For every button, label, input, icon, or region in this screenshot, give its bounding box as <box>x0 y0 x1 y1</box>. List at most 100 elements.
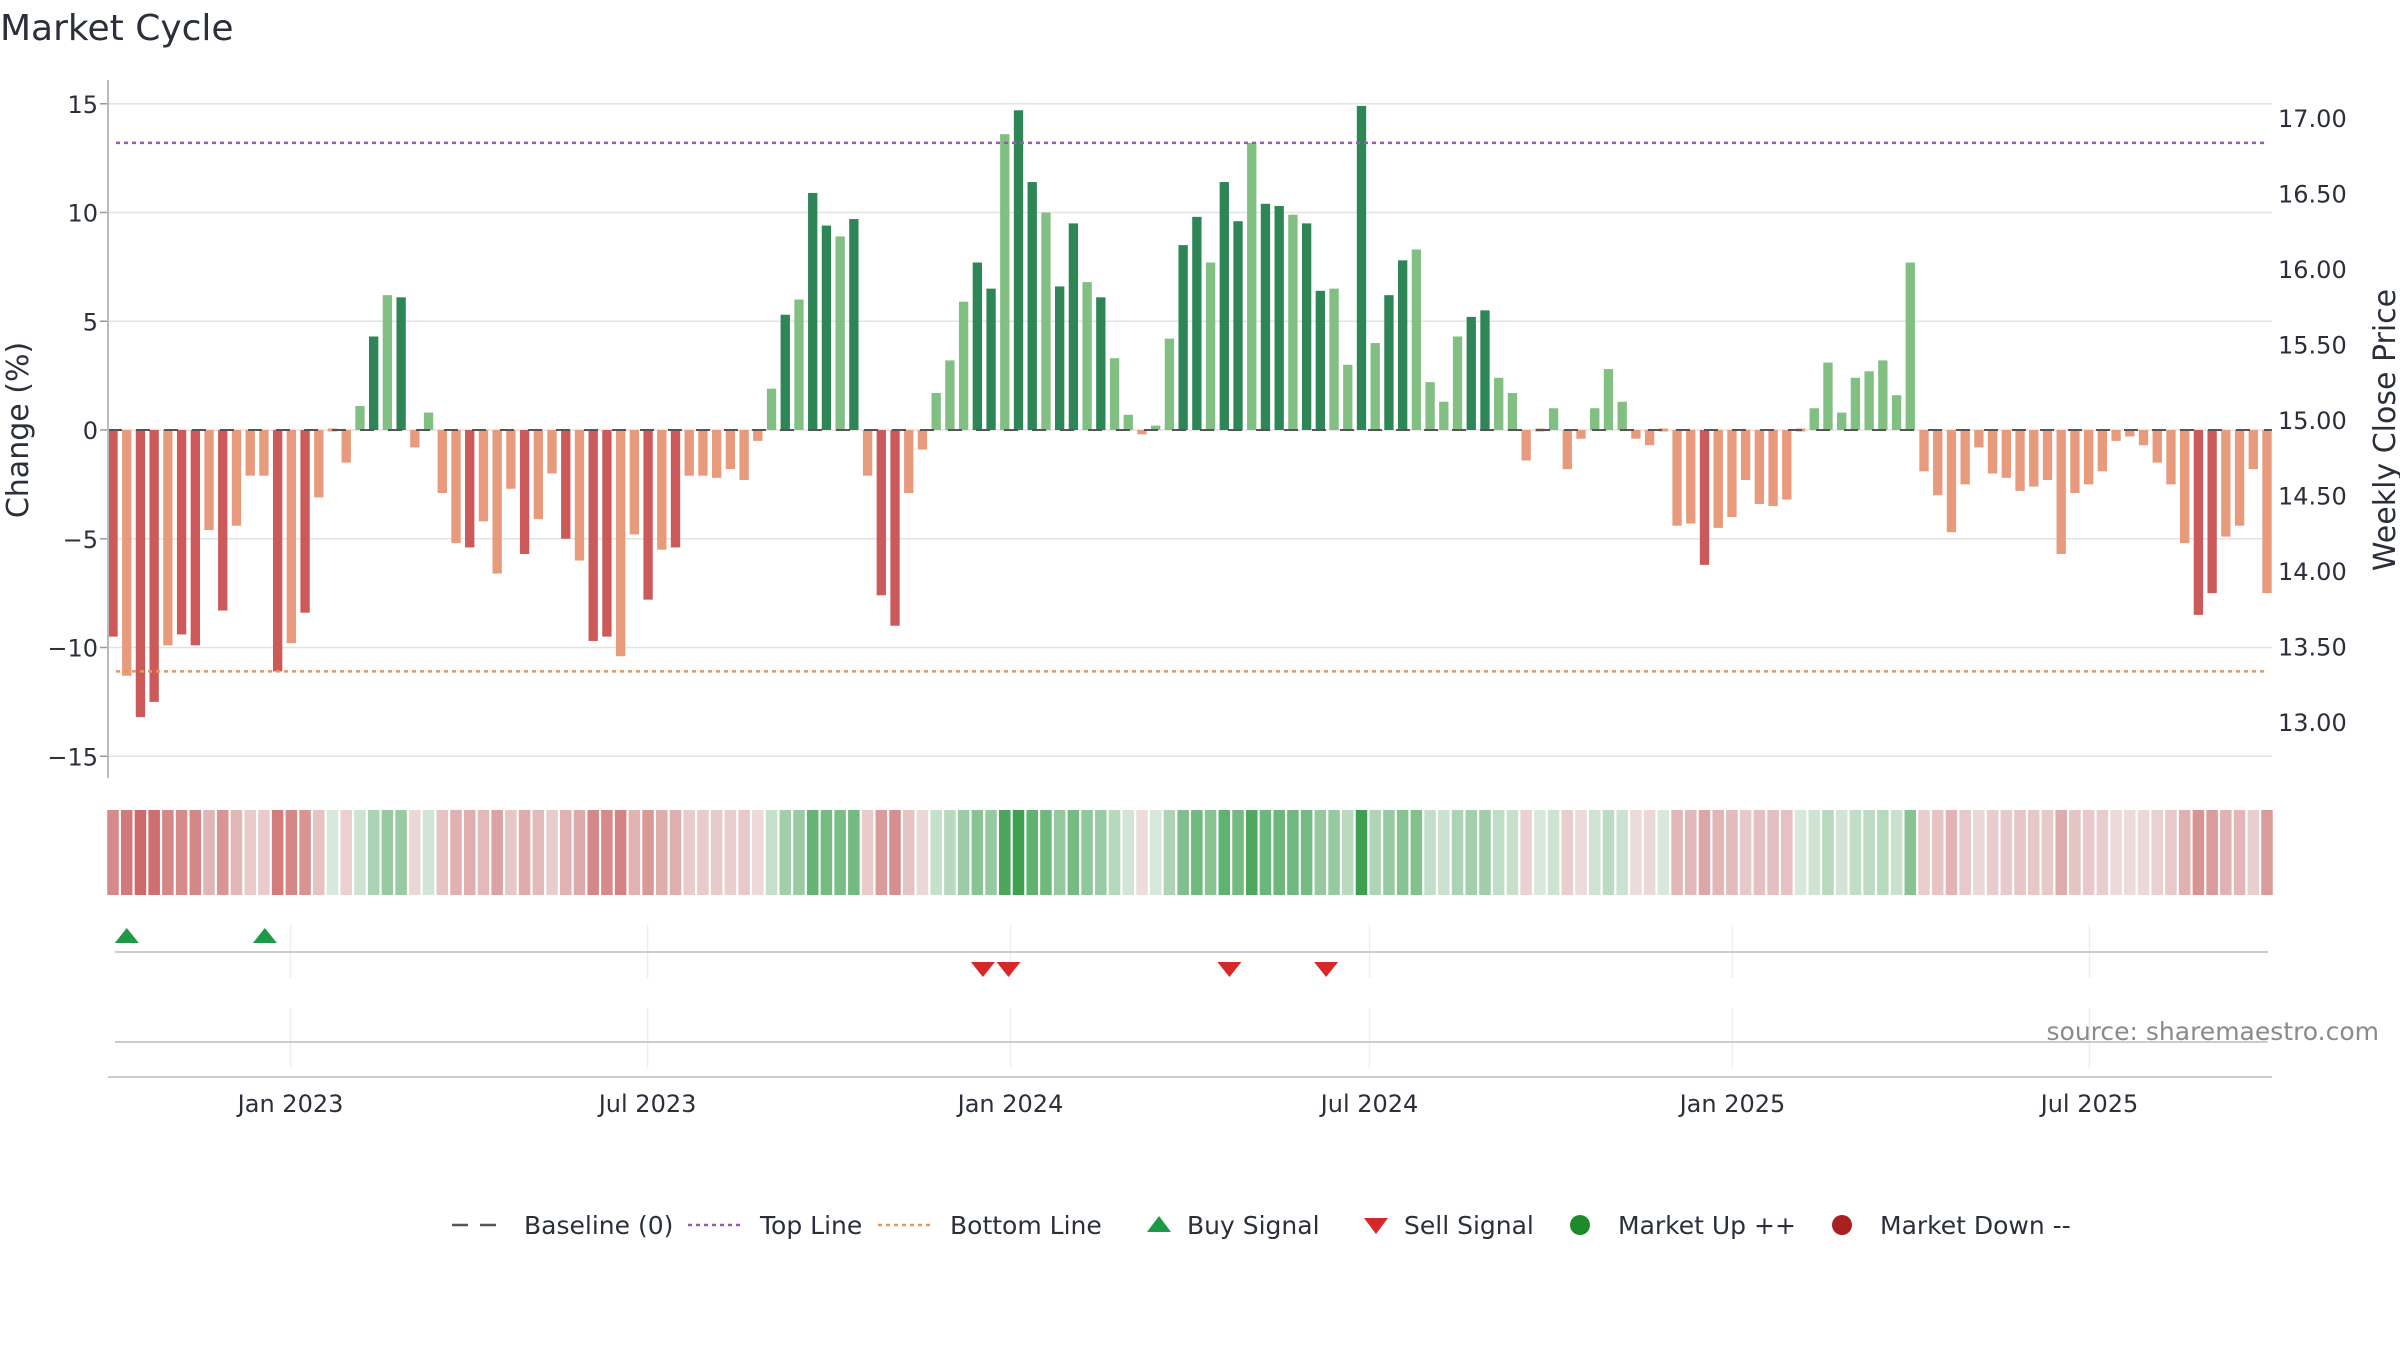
bar <box>1960 430 1970 485</box>
strip-cell <box>505 810 517 895</box>
strip-cell <box>985 810 997 895</box>
strip-cell <box>1300 810 1313 895</box>
strip-cell <box>1067 810 1080 895</box>
legend-label: Bottom Line <box>950 1211 1102 1240</box>
bar <box>1699 430 1710 565</box>
strip-cell <box>1136 810 1148 895</box>
bar <box>615 430 626 657</box>
strip-cell <box>1959 810 1971 895</box>
bar <box>780 314 790 430</box>
source-label: source: sharemaestro.com <box>2047 1017 2380 1046</box>
bar <box>1233 221 1243 430</box>
strip-cell <box>1918 810 1930 895</box>
strip-cell <box>1986 810 1999 895</box>
strip-cell <box>2000 810 2013 895</box>
bar <box>1905 262 1915 430</box>
strip-cell <box>834 810 846 895</box>
bar <box>2125 430 2135 437</box>
bar <box>1027 182 1037 430</box>
strip-cell <box>1643 810 1656 895</box>
bar <box>1768 430 1778 507</box>
strip-cell <box>285 810 298 895</box>
strip-cell <box>450 810 462 895</box>
bar <box>478 430 489 522</box>
strip-cell <box>2041 810 2054 895</box>
sell-signal-marker <box>996 962 1021 977</box>
bar <box>314 430 324 498</box>
strip-cell <box>999 810 1011 895</box>
strip-cell <box>326 810 339 895</box>
bar <box>2042 430 2053 481</box>
strip-cell <box>710 810 723 895</box>
bar <box>1274 205 1284 430</box>
strip-cell <box>1163 810 1176 895</box>
strip-cell <box>1534 810 1546 895</box>
strip-cell <box>1438 810 1450 895</box>
strip-cell <box>1149 810 1162 895</box>
y-axis-label: Change (%) <box>1 342 36 518</box>
bar <box>2207 430 2217 594</box>
strip-cell <box>230 810 243 895</box>
bar <box>163 430 173 646</box>
strip-cell <box>107 810 119 895</box>
x-tick-label: Jul 2025 <box>2039 1090 2139 1118</box>
bar <box>1411 249 1422 430</box>
strip-cell <box>395 810 407 895</box>
strip-cell <box>1451 810 1464 895</box>
bar <box>986 288 996 431</box>
bar <box>1397 260 1408 430</box>
bar <box>561 430 571 539</box>
x-tick-label: Jan 2023 <box>236 1090 344 1118</box>
strip-cell <box>1877 810 1889 895</box>
strip-cell <box>1465 810 1478 895</box>
strip-cell <box>642 810 654 895</box>
reference-lines <box>108 141 2272 673</box>
strip-cell <box>793 810 805 895</box>
strip-cell <box>1108 810 1121 895</box>
strip-cell <box>738 810 750 895</box>
bar <box>341 430 351 463</box>
bar <box>931 393 941 430</box>
legend-swatch-sell <box>1364 1218 1388 1234</box>
strip-cell <box>1698 810 1711 895</box>
bar <box>1933 430 1943 496</box>
strip-cell <box>1287 810 1299 895</box>
bar <box>1507 393 1518 430</box>
strip-cell <box>930 810 942 895</box>
strip-cell <box>779 810 792 895</box>
strip-cell <box>313 810 325 895</box>
bar <box>1658 428 1668 432</box>
legend-label: Market Up ++ <box>1618 1211 1796 1240</box>
strip-cell <box>1245 810 1258 895</box>
bar <box>108 430 118 637</box>
y2-tick-label: 15.50 <box>2278 332 2347 360</box>
strip-cell <box>1547 810 1560 895</box>
strip-cell <box>1012 810 1025 895</box>
bar <box>231 430 242 526</box>
strip-cell <box>1492 810 1505 895</box>
buy-signal-marker <box>252 928 277 943</box>
strip-cell <box>2233 810 2246 895</box>
strip-cell <box>1685 810 1697 895</box>
bar <box>1370 343 1380 430</box>
bar <box>1987 430 1998 474</box>
strip-cell <box>971 810 984 895</box>
strip-cell <box>614 810 627 895</box>
bar <box>2234 430 2245 526</box>
bar <box>1809 408 1819 430</box>
bar <box>135 430 146 718</box>
bar <box>712 430 722 478</box>
strip-cell <box>587 810 599 895</box>
y2-tick-label: 17.00 <box>2278 105 2347 133</box>
bar <box>876 430 886 596</box>
legend-swatch-market-up <box>1570 1215 1590 1235</box>
strip-cell <box>573 810 586 895</box>
bar <box>1878 360 1888 430</box>
bar <box>1315 290 1325 430</box>
strip-cell <box>1410 810 1423 895</box>
strip-cell <box>1122 810 1135 895</box>
bar <box>1521 430 1531 461</box>
bar <box>1782 430 1792 500</box>
bar <box>657 430 667 550</box>
strip-cell <box>1630 810 1642 895</box>
